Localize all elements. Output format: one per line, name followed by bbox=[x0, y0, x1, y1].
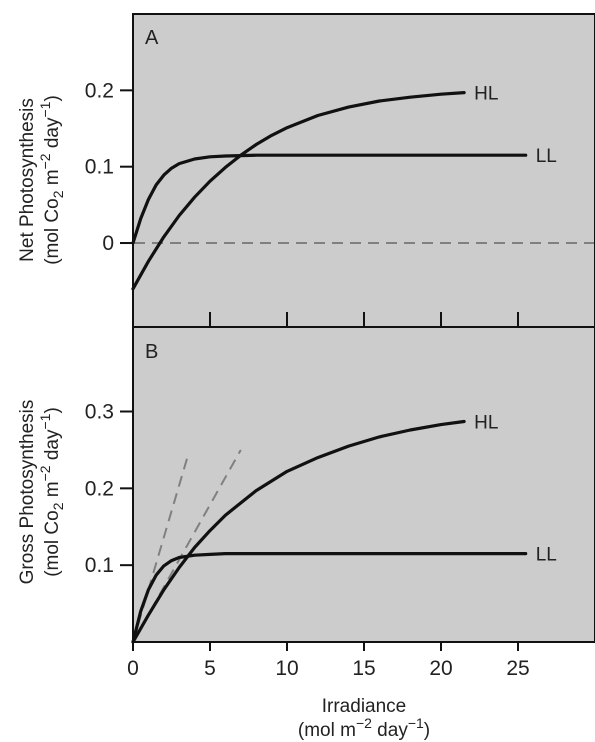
panel-a-y-tick-label: 0.2 bbox=[85, 79, 114, 102]
panel-b-plot-area bbox=[132, 326, 595, 643]
panel-b-y-axis-title: Gross Photosynthesis bbox=[17, 400, 38, 585]
panel-b-x-tick-label: 15 bbox=[352, 657, 375, 680]
panel-b-series: HL LL bbox=[131, 413, 557, 644]
panel-b-dashed-reference-line bbox=[132, 453, 190, 643]
panel-b-x-tick-label: 10 bbox=[275, 657, 298, 680]
panel-a-y-ticks: 0 0.1 0.2 bbox=[85, 79, 133, 255]
panel-b-series-ll-line bbox=[131, 551, 528, 644]
panel-b-y-tick-label: 0.1 bbox=[85, 554, 114, 577]
panel-a-x-ticks bbox=[209, 312, 519, 327]
x-axis-unit: (mol m−2 day−1) bbox=[298, 715, 430, 741]
panel-a-plot-area bbox=[132, 13, 595, 328]
panel-a-y-tick-label: 0 bbox=[102, 232, 114, 255]
panel-b-series-hl-label: HL bbox=[474, 413, 498, 434]
panel-b-letter: B bbox=[145, 341, 158, 363]
panel-b-x-tick-label: 0 bbox=[127, 657, 139, 680]
panel-a: A 0 0.1 0.2 HL LL Net Photosynthesis (mol C… bbox=[17, 13, 595, 328]
panel-b-series-hl-line bbox=[131, 419, 466, 644]
panel-a-y-tick-label: 0.1 bbox=[85, 156, 114, 179]
panel-a-series-ll-label: LL bbox=[536, 146, 557, 167]
panel-b-y-axis-unit: (mol Co2 m−2 day−1) bbox=[37, 407, 66, 577]
x-axis-title: Irradiance bbox=[322, 696, 407, 717]
panel-b-x-tick-label: 20 bbox=[429, 657, 452, 680]
panel-b-x-tick-label: 5 bbox=[204, 657, 216, 680]
panel-a-y-axis-title: Net Photosynthesis bbox=[17, 98, 38, 262]
panel-a-series-hl-line bbox=[131, 90, 466, 291]
panel-b-series-ll-label: LL bbox=[536, 545, 557, 566]
panel-b: B 0.1 0.2 0.3 0 5 10 15 20 25 HL LL Gross Photos… bbox=[17, 326, 595, 741]
panel-a-series: HL LL bbox=[131, 84, 557, 291]
panel-b-y-tick-label: 0.2 bbox=[85, 477, 114, 500]
panel-b-y-tick-label: 0.3 bbox=[85, 401, 114, 424]
panel-a-y-axis-unit: (mol Co2 m−2 day−1) bbox=[37, 95, 66, 265]
panel-b-x-ticks: 0 5 10 15 20 25 bbox=[127, 642, 530, 680]
panel-b-x-tick-label: 25 bbox=[506, 657, 529, 680]
panel-a-letter: A bbox=[145, 27, 159, 49]
panel-a-series-hl-label: HL bbox=[474, 84, 498, 105]
panel-b-y-ticks: 0.1 0.2 0.3 bbox=[85, 401, 133, 577]
panel-a-series-ll-line bbox=[131, 153, 528, 245]
